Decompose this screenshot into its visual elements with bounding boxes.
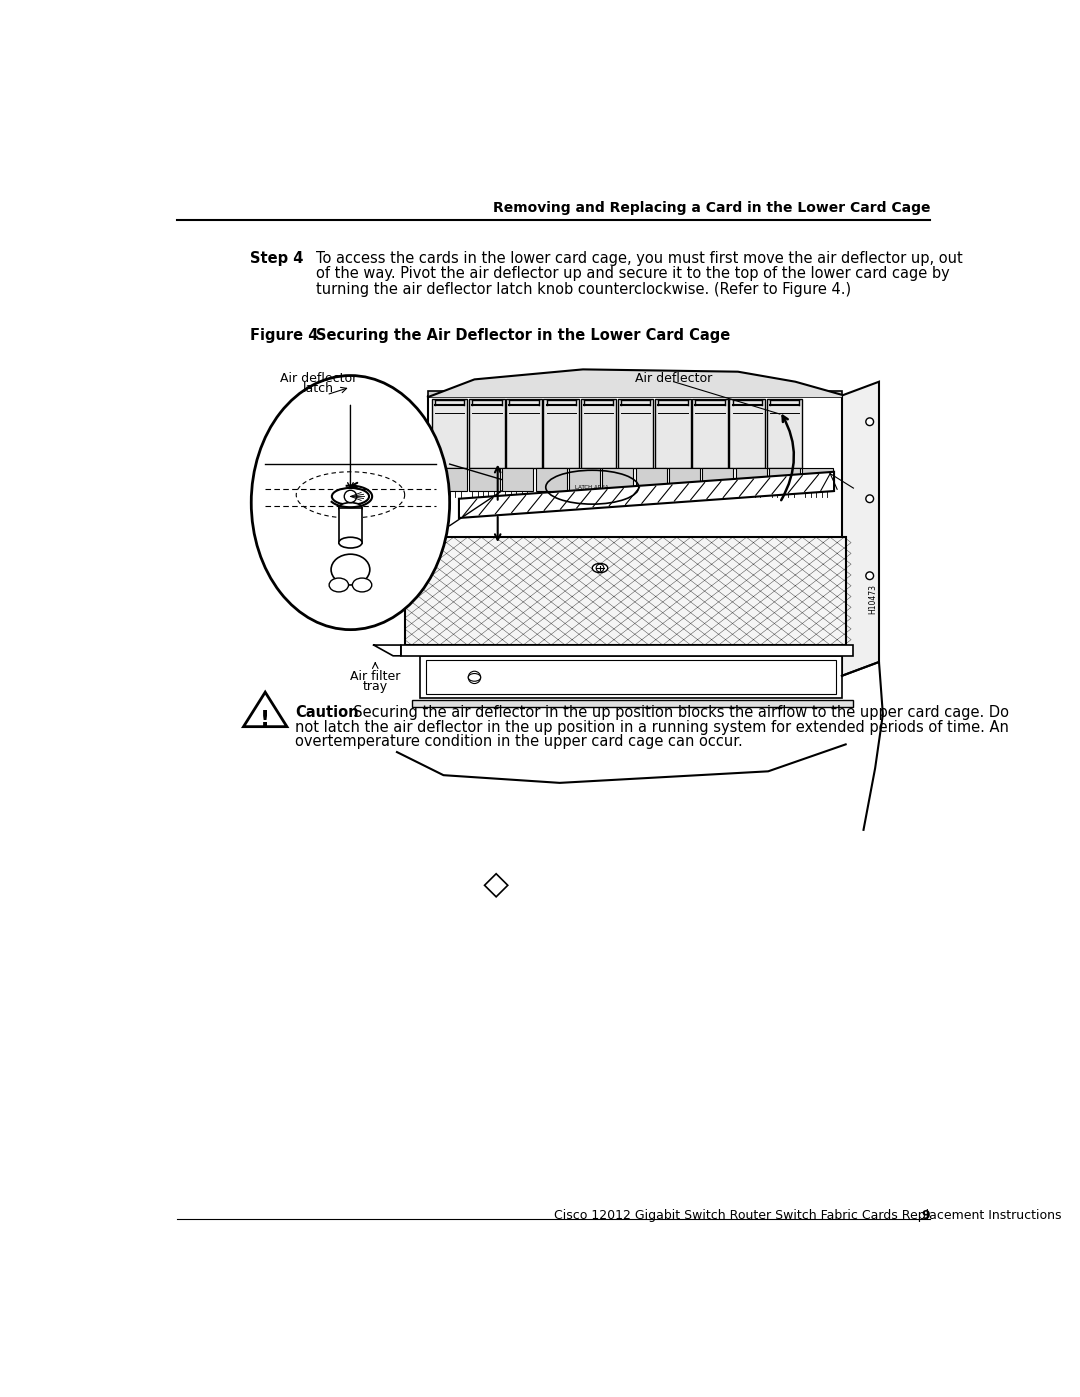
Text: not latch the air deflector in the up position in a running system for extended : not latch the air deflector in the up po…: [296, 719, 1010, 735]
Text: turning the air deflector latch knob counterclockwise. (Refer to Figure 4.): turning the air deflector latch knob cou…: [315, 282, 851, 296]
Ellipse shape: [352, 578, 372, 592]
Bar: [428, 395, 841, 676]
Bar: [618, 398, 653, 468]
Circle shape: [866, 418, 874, 426]
Circle shape: [596, 564, 604, 571]
Polygon shape: [243, 692, 287, 726]
Bar: [339, 509, 362, 542]
Bar: [656, 398, 691, 468]
Ellipse shape: [592, 563, 608, 573]
Ellipse shape: [329, 578, 349, 592]
Polygon shape: [459, 472, 834, 518]
Ellipse shape: [252, 376, 449, 630]
Bar: [636, 468, 666, 490]
Bar: [543, 398, 579, 468]
Ellipse shape: [339, 503, 362, 513]
Bar: [692, 398, 728, 468]
Bar: [420, 655, 841, 698]
Bar: [432, 398, 468, 468]
Bar: [401, 645, 853, 655]
Text: Step 4: Step 4: [249, 251, 303, 265]
Text: Cisco 12012 Gigabit Switch Router Switch Fabric Cards Replacement Instructions: Cisco 12012 Gigabit Switch Router Switch…: [554, 1210, 1061, 1222]
Text: Caution: Caution: [296, 705, 359, 719]
Bar: [735, 468, 767, 490]
Ellipse shape: [339, 538, 362, 548]
Bar: [469, 468, 500, 490]
Bar: [469, 398, 504, 468]
Ellipse shape: [332, 488, 369, 504]
Ellipse shape: [469, 673, 481, 682]
Text: 9: 9: [921, 1210, 930, 1222]
Circle shape: [469, 671, 481, 683]
Text: H10473: H10473: [868, 584, 877, 615]
Text: LATCH AREA: LATCH AREA: [576, 485, 609, 490]
Bar: [729, 398, 765, 468]
Text: Air deflector: Air deflector: [635, 372, 712, 384]
Bar: [413, 700, 853, 707]
Bar: [428, 391, 841, 397]
Bar: [702, 468, 733, 490]
Text: Air filter: Air filter: [350, 669, 401, 683]
Bar: [507, 398, 542, 468]
Text: Figure 4: Figure 4: [249, 328, 319, 342]
Polygon shape: [485, 873, 508, 897]
Text: !: !: [260, 710, 270, 729]
Text: Removing and Replacing a Card in the Lower Card Cage: Removing and Replacing a Card in the Low…: [492, 201, 930, 215]
Bar: [581, 398, 617, 468]
Text: of the way. Pivot the air deflector up and secure it to the top of the lower car: of the way. Pivot the air deflector up a…: [315, 267, 949, 281]
Circle shape: [866, 571, 874, 580]
Text: Air deflector: Air deflector: [280, 372, 357, 384]
Bar: [405, 538, 846, 645]
Bar: [569, 468, 600, 490]
Text: overtemperature condition in the upper card cage can occur.: overtemperature condition in the upper c…: [296, 735, 743, 749]
Text: tray: tray: [363, 680, 388, 693]
Text: Securing the air deflector in the up position blocks the airflow to the upper ca: Securing the air deflector in the up pos…: [345, 705, 1009, 719]
Bar: [669, 468, 700, 490]
Bar: [502, 468, 534, 490]
Polygon shape: [428, 369, 841, 397]
Bar: [536, 468, 567, 490]
Bar: [435, 468, 467, 490]
Bar: [767, 398, 802, 468]
Text: Securing the Air Deflector in the Lower Card Cage: Securing the Air Deflector in the Lower …: [315, 328, 730, 342]
Bar: [427, 659, 836, 694]
Circle shape: [345, 490, 356, 503]
Ellipse shape: [332, 555, 369, 585]
Polygon shape: [841, 381, 879, 676]
Bar: [802, 468, 834, 490]
Circle shape: [866, 495, 874, 503]
Text: To access the cards in the lower card cage, you must first move the air deflecto: To access the cards in the lower card ca…: [315, 251, 962, 265]
Bar: [769, 468, 800, 490]
Bar: [603, 468, 633, 490]
Text: latch: latch: [303, 381, 334, 395]
